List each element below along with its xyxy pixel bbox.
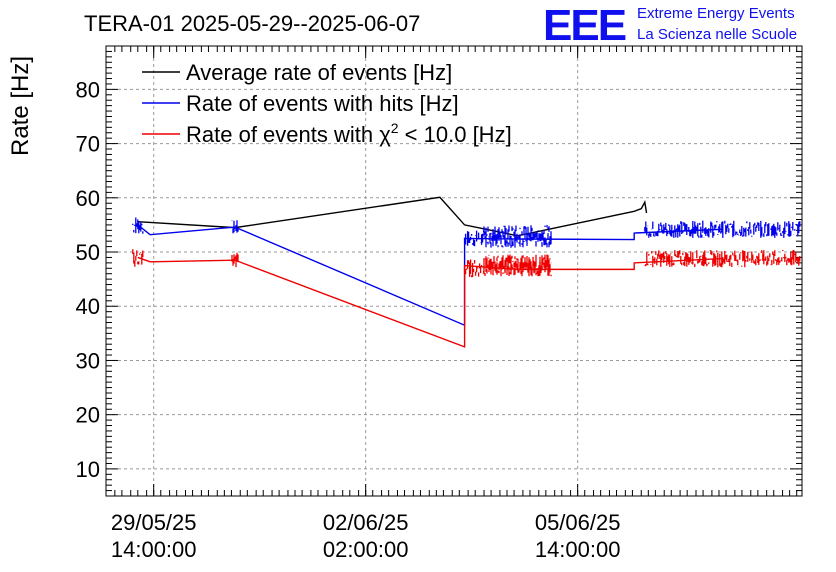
series-0 (137, 196, 648, 237)
series-noise-band (483, 254, 552, 272)
x-tick-date-label: 29/05/25 (111, 510, 197, 535)
series-line (137, 196, 648, 237)
legend-chi-sup: 2 (391, 120, 399, 136)
y-tick-label: 70 (76, 132, 100, 157)
x-tick-time-label: 14:00:00 (111, 537, 197, 562)
y-axis-label: Rate [Hz] (7, 56, 34, 156)
series-layer (132, 196, 801, 348)
plot-frame (105, 45, 803, 497)
y-tick-label: 60 (76, 186, 100, 211)
y-tick-label: 80 (76, 77, 100, 102)
legend-label-avg: Average rate of events [Hz] (186, 60, 452, 85)
series-noise-band (463, 230, 485, 247)
chart-title: TERA-01 2025-05-29--2025-06-07 (84, 11, 420, 36)
y-tick-label: 10 (76, 457, 100, 482)
y-tick-label: 50 (76, 240, 100, 265)
series-noise-band (644, 220, 801, 238)
series-2 (132, 249, 801, 348)
legend-label-chi: Rate of events with χ2 < 10.0 [Hz] (186, 120, 512, 147)
series-noise-band (231, 220, 239, 234)
y-axis-ticks: 10 20 30 40 50 60 70 80 (76, 45, 802, 497)
eee-logo: EEE Extreme Energy Events La Scienza nel… (543, 1, 797, 50)
x-tick-date-label: 02/06/25 (323, 510, 409, 535)
series-noise-band (644, 250, 801, 268)
series-noise-band (463, 259, 485, 278)
y-tick-label: 40 (76, 294, 100, 319)
series-noise-band (132, 217, 144, 234)
x-axis-ticks: 29/05/2514:00:0002/06/2502:00:0005/06/25… (105, 46, 798, 562)
y-tick-label: 20 (76, 403, 100, 428)
x-tick-date-label: 05/06/25 (535, 510, 621, 535)
logo-line-2: La Scienza nelle Scuole (637, 26, 797, 43)
series-1 (132, 217, 801, 327)
plot-border (105, 45, 803, 497)
logo-line-1: Extreme Energy Events (637, 5, 795, 22)
x-tick-time-label: 14:00:00 (535, 537, 621, 562)
grid (106, 46, 802, 496)
legend: Average rate of events [Hz] Rate of even… (142, 60, 512, 147)
legend-chi-prefix: Rate of events with χ (186, 122, 391, 147)
legend-chi-suffix: < 10.0 [Hz] (399, 122, 512, 147)
logo-mark: EEE (543, 1, 626, 50)
series-line (137, 224, 723, 327)
series-noise-band (231, 252, 239, 268)
series-noise-band (132, 249, 144, 267)
x-tick-time-label: 02:00:00 (323, 537, 409, 562)
y-tick-label: 30 (76, 348, 100, 373)
series-line (137, 256, 723, 348)
legend-label-hits: Rate of events with hits [Hz] (186, 91, 459, 116)
